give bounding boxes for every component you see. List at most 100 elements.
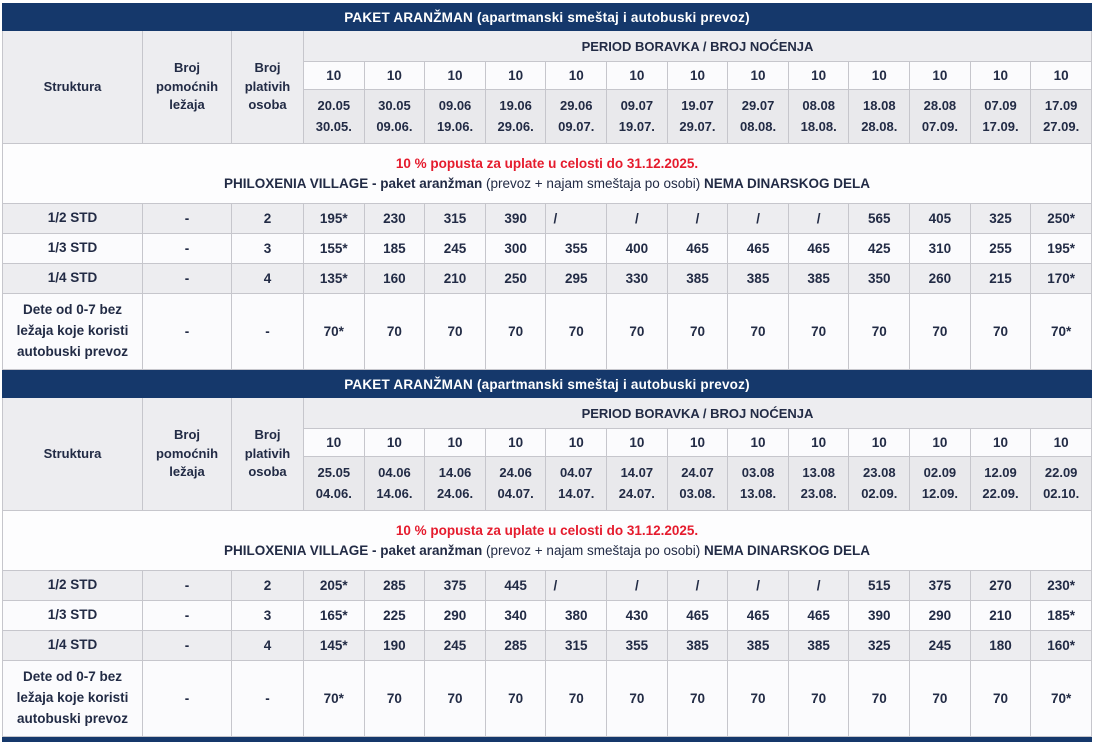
period-to: 04.06. — [315, 485, 352, 501]
price-cell: 70 — [424, 293, 486, 370]
price-cell: 70 — [363, 293, 426, 370]
nights-row: 10 10 10 10 10 10 10 10 10 10 10 10 10 — [3, 428, 1092, 457]
period-dates-cell: 19.07 29.07. — [666, 89, 729, 144]
price-cell: 515 — [848, 570, 911, 601]
package-price-table-2: PAKET ARANŽMAN (apartmanski smeštaj i au… — [2, 370, 1092, 737]
unavailable-cell: / — [666, 570, 729, 601]
period-to: 14.06. — [376, 485, 413, 501]
hotel-warning: NEMA DINARSKOG DELA — [704, 176, 871, 191]
price-cell: 340 — [484, 600, 547, 631]
price-cell: 70* — [303, 293, 365, 370]
col-header-broj-plativih-osoba: Broj plativih osoba — [231, 397, 304, 511]
period-to: 28.08. — [861, 118, 898, 134]
dates-row: 25.05 04.06. 04.06 14.06. 14.06 24.06. 24.06 04… — [3, 456, 1092, 511]
period-dates-cell: 23.08 02.09. — [848, 456, 911, 511]
nights-count-cell: 10 — [606, 428, 668, 457]
price-cell: 385 — [727, 630, 789, 661]
price-row: 1/4 STD -4 135* 160 210 250 295 330 385 385 385 350… — [2, 263, 1092, 294]
room-type-label: 1/3 STD — [2, 600, 143, 631]
price-cell: 385 — [666, 263, 729, 294]
notice-row: 10 % popusta za uplate u celosti do 31.1… — [2, 143, 1092, 204]
paying-persons-cell: 2 — [231, 570, 304, 601]
period-dates-cell: 12.09 22.09. — [969, 456, 1032, 511]
period-from: 04.06 — [378, 464, 411, 480]
period-dates-cell: 18.08 28.08. — [848, 89, 911, 144]
price-cell: 355 — [545, 233, 608, 264]
period-dates-cell: 30.05 09.06. — [363, 89, 426, 144]
price-cell: 195* — [1030, 233, 1092, 264]
notice-cell: 10 % popusta za uplate u celosti do 31.1… — [2, 143, 1092, 204]
unavailable-cell: / — [545, 570, 608, 601]
price-row: 1/3 STD -3 165* 225 290 340 380 430 465 465 465 390… — [2, 600, 1092, 631]
nights-count-cell: 10 — [545, 428, 608, 457]
dates-row: 20.05 30.05. 30.05 09.06. 09.06 19.06. 19.06 29… — [3, 89, 1092, 144]
period-dates-cell: 19.06 29.06. — [484, 89, 547, 144]
nights-count-cell: 10 — [545, 61, 608, 90]
nights-count-cell: 10 — [969, 428, 1032, 457]
extra-beds-cell: - — [142, 600, 232, 631]
extra-beds-cell: - — [142, 263, 232, 294]
period-to: 22.09. — [982, 485, 1019, 501]
price-cell: 310 — [909, 233, 971, 264]
room-type-label: 1/4 STD — [2, 630, 143, 661]
period-from: 19.07 — [681, 97, 714, 113]
nights-row: 10 10 10 10 10 10 10 10 10 10 10 10 10 — [3, 61, 1092, 90]
room-type-label: 1/4 STD — [2, 263, 143, 294]
price-cell: 385 — [787, 263, 850, 294]
price-cell: 295 — [545, 263, 608, 294]
period-from: 28.08 — [923, 97, 957, 113]
period-from: 19.06 — [499, 97, 532, 113]
price-cell: 375 — [424, 570, 486, 601]
price-cell: 565 — [848, 203, 911, 234]
room-type-label: Dete od 0-7 bez ležaja koje koristi auto… — [2, 660, 143, 737]
price-cell: 465 — [787, 233, 850, 264]
price-cell: 160 — [363, 263, 426, 294]
period-to: 09.07. — [558, 118, 595, 134]
period-from: 22.09 — [1044, 464, 1078, 480]
price-row: Dete od 0-7 bez ležaja koje koristi auto… — [2, 660, 1092, 737]
header-row: Struktura Broj pomoćnih ležaja Broj plat… — [2, 30, 1092, 144]
extra-beds-cell: - — [142, 233, 232, 264]
table-title-row: PAKET ARANŽMAN (apartmanski smeštaj i au… — [2, 370, 1092, 398]
period-to: 29.06. — [497, 118, 534, 134]
unavailable-cell: / — [727, 203, 789, 234]
nights-count-cell: 10 — [484, 428, 547, 457]
period-to: 17.09. — [982, 118, 1019, 134]
period-from: 24.07 — [681, 464, 714, 480]
header-row: Struktura Broj pomoćnih ležaja Broj plat… — [2, 397, 1092, 511]
price-cell: 155* — [303, 233, 365, 264]
period-to: 24.06. — [436, 485, 474, 501]
period-from: 09.06 — [438, 97, 472, 113]
period-dates-cell: 13.08 23.08. — [787, 456, 850, 511]
period-dates-cell: 03.08 13.08. — [727, 456, 789, 511]
nights-count-cell: 10 — [424, 428, 486, 457]
price-cell: 390 — [484, 203, 547, 234]
paying-persons-cell: 3 — [231, 233, 304, 264]
discount-note: 10 % popusta za uplate u celosti do 31.1… — [395, 156, 699, 171]
price-cell: 70 — [969, 293, 1032, 370]
paying-persons-cell: 4 — [231, 630, 304, 661]
price-cell: 290 — [909, 600, 971, 631]
period-from: 08.08 — [802, 97, 835, 113]
price-cell: 315 — [424, 203, 486, 234]
price-cell: 350 — [848, 263, 911, 294]
period-to: 02.10. — [1043, 485, 1080, 501]
period-dates-cell: 14.07 24.07. — [606, 456, 668, 511]
price-row: 1/3 STD -3 155* 185 245 300 355 400 465 465 465 425… — [2, 233, 1092, 264]
price-cell: 400 — [606, 233, 668, 264]
extra-beds-cell: - — [142, 630, 232, 661]
unavailable-cell: / — [606, 203, 668, 234]
hotel-description: (prevoz + najam smeštaja po osobi) — [486, 176, 701, 191]
price-cell: 205* — [303, 570, 365, 601]
nights-count-cell: 10 — [727, 61, 789, 90]
price-cell: 465 — [787, 600, 850, 631]
extra-beds-cell: - — [142, 570, 232, 601]
price-cell: 70 — [969, 660, 1032, 737]
period-boravka-header: PERIOD BORAVKA / BROJ NOĆENJA — [303, 397, 1092, 429]
nights-count-cell: 10 — [606, 61, 668, 90]
period-to: 14.07. — [558, 485, 595, 501]
period-from: 03.08 — [741, 464, 775, 480]
room-type-label: 1/2 STD — [2, 203, 143, 234]
price-cell: 315 — [545, 630, 608, 661]
col-header-struktura: Struktura — [2, 397, 143, 511]
